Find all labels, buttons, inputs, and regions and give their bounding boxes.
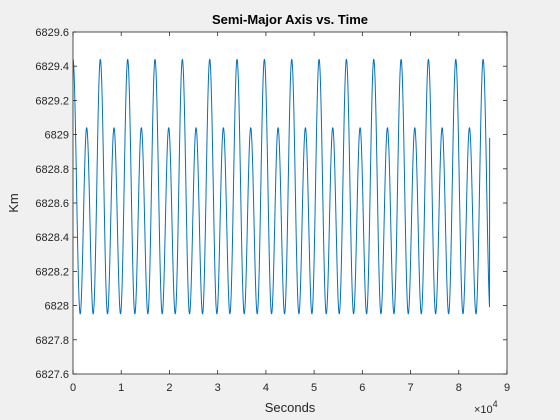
x-tick-label: 6 xyxy=(359,382,365,394)
ticks-layer: 0 1 2 3 4 5 6 7 8 9 6827.6 6827.8 6828 6828.2 6828.4 68… xyxy=(35,27,510,394)
x-tick-label: 9 xyxy=(504,382,510,394)
series-line-semi-major-axis xyxy=(72,58,491,315)
y-axis-label: Km xyxy=(6,193,21,213)
y-tick-label: 6828.2 xyxy=(35,266,69,278)
y-tick-label: 6829.4 xyxy=(35,61,69,73)
y-tick-label: 6827.6 xyxy=(35,369,69,381)
x-tick-label: 2 xyxy=(166,382,172,394)
x-tick-label: 8 xyxy=(456,382,462,394)
x-tick-label: 1 xyxy=(118,382,124,394)
x-axis-multiplier: ×104 xyxy=(474,399,498,416)
y-tick-label: 6829.6 xyxy=(35,27,69,39)
y-tick-label: 6828 xyxy=(45,301,69,313)
y-tick-label: 6829.2 xyxy=(35,95,69,107)
x-tick-label: 4 xyxy=(263,382,269,394)
x-tick-label: 0 xyxy=(70,382,76,394)
y-tick-label: 6828.6 xyxy=(35,198,69,210)
x-tick-label: 5 xyxy=(311,382,317,394)
x-tick-label: 7 xyxy=(407,382,413,394)
x-axis-label: Seconds xyxy=(265,400,316,415)
x-axis-multiplier-power: 4 xyxy=(493,399,498,409)
x-axis-multiplier-base: ×10 xyxy=(474,404,493,416)
y-tick-label: 6828.8 xyxy=(35,164,69,176)
series-layer xyxy=(72,58,491,315)
chart-title: Semi-Major Axis vs. Time xyxy=(212,12,368,27)
y-tick-label: 6827.8 xyxy=(35,335,69,347)
y-tick-label: 6828.4 xyxy=(35,232,69,244)
y-tick-label: 6829 xyxy=(45,130,69,142)
x-tick-label: 3 xyxy=(215,382,221,394)
